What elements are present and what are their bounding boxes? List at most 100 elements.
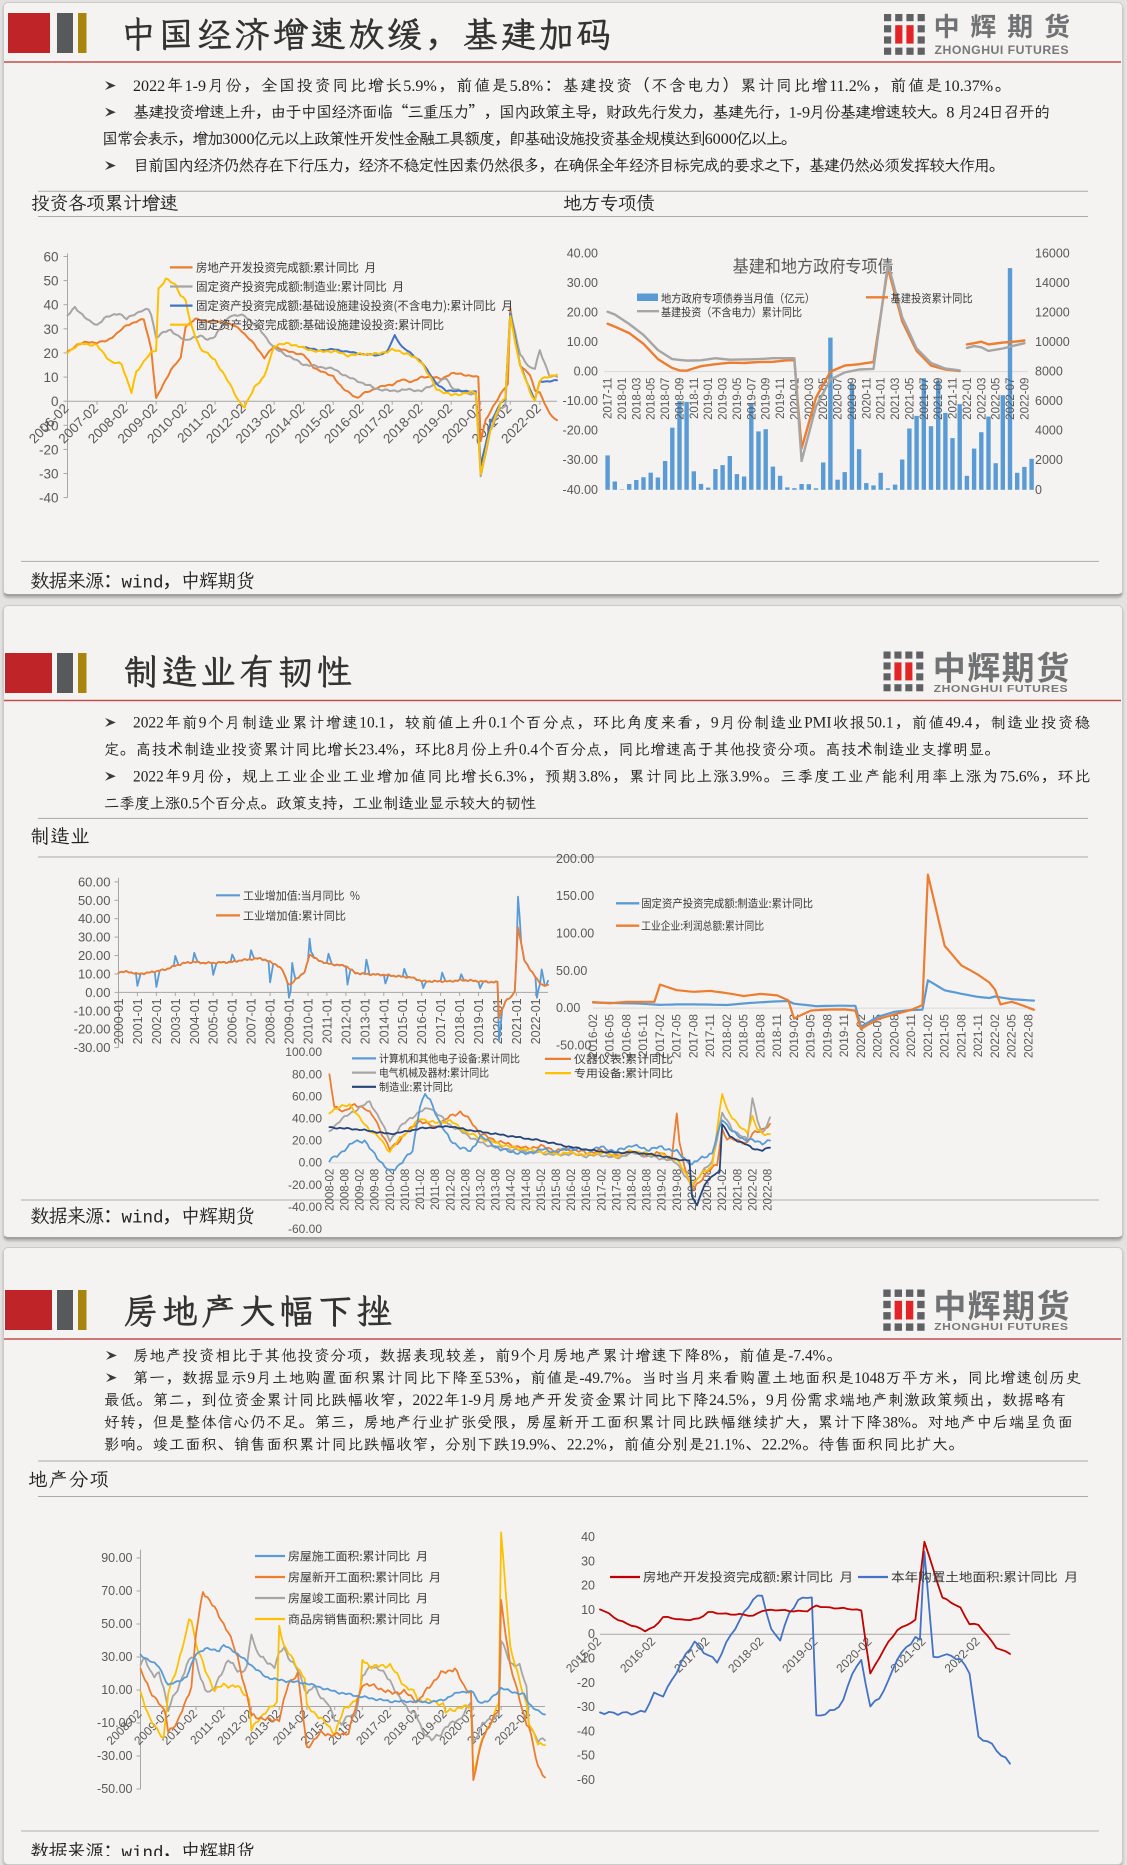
svg-text:75.6%: 75.6% bbox=[1000, 769, 1040, 786]
svg-text:22.2%: 22.2% bbox=[567, 1437, 607, 1454]
svg-text:6000: 6000 bbox=[705, 131, 737, 148]
svg-text:2003-01: 2003-01 bbox=[169, 998, 183, 1044]
svg-text:2012-08: 2012-08 bbox=[460, 1169, 472, 1211]
svg-text:2020-08: 2020-08 bbox=[887, 1014, 901, 1058]
svg-text:-40: -40 bbox=[577, 1724, 595, 1738]
svg-text:2008-01: 2008-01 bbox=[264, 998, 278, 1044]
svg-text:9: 9 bbox=[247, 1370, 255, 1387]
svg-text:wind: wind bbox=[122, 573, 164, 593]
svg-text:4000: 4000 bbox=[1035, 424, 1063, 438]
svg-text:20: 20 bbox=[43, 346, 58, 361]
svg-text:16000: 16000 bbox=[1035, 246, 1070, 260]
svg-text:10.37%: 10.37% bbox=[944, 78, 994, 95]
svg-text:6.3%: 6.3% bbox=[495, 769, 527, 786]
svg-text:-40.00: -40.00 bbox=[563, 483, 598, 497]
svg-text:30.00: 30.00 bbox=[78, 930, 111, 945]
svg-text:2012-02: 2012-02 bbox=[445, 1169, 457, 1211]
svg-text:2016-08: 2016-08 bbox=[581, 1169, 593, 1211]
svg-text:2000: 2000 bbox=[1035, 453, 1063, 467]
svg-text:-30.00: -30.00 bbox=[74, 1040, 111, 1055]
svg-text:2020-11: 2020-11 bbox=[861, 378, 873, 419]
svg-text:-10.00: -10.00 bbox=[563, 394, 598, 408]
svg-text:2021-11: 2021-11 bbox=[948, 378, 960, 419]
svg-text:20.00: 20.00 bbox=[292, 1134, 322, 1148]
svg-text:2017-01: 2017-01 bbox=[434, 998, 448, 1044]
svg-text:-20.00: -20.00 bbox=[563, 424, 598, 438]
svg-text:2022-02: 2022-02 bbox=[988, 1014, 1002, 1058]
svg-text:2022-03: 2022-03 bbox=[976, 378, 988, 420]
svg-text:2011-02: 2011-02 bbox=[415, 1169, 427, 1210]
svg-text:2018-05: 2018-05 bbox=[737, 1014, 751, 1058]
svg-text:2007-01: 2007-01 bbox=[245, 998, 259, 1044]
svg-text:ZHONGHUI FUTURES: ZHONGHUI FUTURES bbox=[934, 1322, 1068, 1333]
svg-text:1048: 1048 bbox=[854, 1370, 885, 1387]
svg-text:2022-08: 2022-08 bbox=[763, 1169, 775, 1211]
svg-text:40.00: 40.00 bbox=[567, 246, 598, 260]
svg-text:2016-05: 2016-05 bbox=[603, 1014, 617, 1058]
svg-text:2008-02: 2008-02 bbox=[324, 1169, 336, 1211]
svg-text:2022-05: 2022-05 bbox=[991, 378, 1003, 420]
svg-text:40.00: 40.00 bbox=[292, 1112, 322, 1126]
svg-text:50.00: 50.00 bbox=[101, 1617, 132, 1631]
svg-text:2022-02: 2022-02 bbox=[747, 1169, 759, 1211]
svg-text:2019-11: 2019-11 bbox=[837, 1014, 851, 1057]
svg-text:8%: 8% bbox=[701, 1348, 722, 1365]
svg-text:2022-08: 2022-08 bbox=[1021, 1014, 1035, 1058]
svg-text:2021-05: 2021-05 bbox=[904, 378, 916, 420]
svg-text:2019-02: 2019-02 bbox=[657, 1169, 669, 1211]
svg-text:38%: 38% bbox=[883, 1414, 911, 1431]
svg-text:2014-02: 2014-02 bbox=[506, 1169, 518, 1211]
svg-text:2021-08: 2021-08 bbox=[732, 1169, 744, 1211]
svg-text:2020-02: 2020-02 bbox=[854, 1014, 868, 1058]
svg-text:60.00: 60.00 bbox=[78, 874, 111, 889]
svg-text:-60.00: -60.00 bbox=[288, 1222, 322, 1236]
svg-text:2022: 2022 bbox=[133, 78, 165, 95]
svg-text:2019-01: 2019-01 bbox=[472, 998, 486, 1044]
svg-text:-30.00: -30.00 bbox=[97, 1749, 132, 1763]
svg-text:2015-02: 2015-02 bbox=[563, 1634, 604, 1675]
svg-text:2010-02: 2010-02 bbox=[385, 1169, 397, 1211]
svg-text:2013-02: 2013-02 bbox=[476, 1169, 488, 1211]
svg-text:0.00: 0.00 bbox=[556, 1001, 580, 1015]
svg-text:60.00: 60.00 bbox=[292, 1089, 322, 1103]
svg-text:2019-05: 2019-05 bbox=[732, 378, 744, 420]
svg-text:2019-05: 2019-05 bbox=[804, 1014, 818, 1058]
svg-text:9: 9 bbox=[511, 1348, 519, 1365]
svg-text:2021-05: 2021-05 bbox=[938, 1014, 952, 1058]
svg-text:2018-07: 2018-07 bbox=[660, 378, 672, 420]
svg-text:0.1: 0.1 bbox=[489, 715, 508, 732]
svg-text:30: 30 bbox=[581, 1554, 595, 1568]
svg-text:90.00: 90.00 bbox=[101, 1551, 132, 1565]
svg-text:14000: 14000 bbox=[1035, 276, 1070, 290]
svg-text:2019-11: 2019-11 bbox=[775, 378, 787, 419]
svg-text:-7.4%: -7.4% bbox=[788, 1348, 825, 1365]
svg-text:2010-01: 2010-01 bbox=[302, 998, 316, 1044]
svg-text:2019-08: 2019-08 bbox=[672, 1169, 684, 1211]
svg-text:2020-09: 2020-09 bbox=[847, 378, 859, 420]
svg-text:-30: -30 bbox=[39, 467, 59, 482]
svg-text:12000: 12000 bbox=[1035, 305, 1070, 319]
svg-text:53%: 53% bbox=[485, 1370, 513, 1387]
svg-text:0.5: 0.5 bbox=[180, 795, 200, 812]
svg-text:2018-08: 2018-08 bbox=[754, 1014, 768, 1058]
svg-text:2018-03: 2018-03 bbox=[631, 378, 643, 420]
svg-text:-60: -60 bbox=[577, 1773, 595, 1787]
svg-text:2016-11: 2016-11 bbox=[636, 1014, 650, 1057]
svg-text:1-9: 1-9 bbox=[185, 78, 206, 95]
svg-text:-49.7%: -49.7% bbox=[579, 1370, 624, 1387]
svg-text:2021-11: 2021-11 bbox=[971, 1014, 985, 1057]
svg-text:22.2%: 22.2% bbox=[762, 1437, 802, 1454]
svg-text:2021-09: 2021-09 bbox=[933, 378, 945, 420]
svg-text:2016-02: 2016-02 bbox=[586, 1014, 600, 1058]
svg-text:80.00: 80.00 bbox=[292, 1067, 322, 1081]
svg-text:2019-07: 2019-07 bbox=[746, 378, 758, 420]
svg-text:9: 9 bbox=[766, 1392, 774, 1409]
svg-text:3.9%: 3.9% bbox=[730, 769, 762, 786]
svg-text:2006-01: 2006-01 bbox=[226, 998, 240, 1044]
svg-text:-40: -40 bbox=[39, 491, 59, 506]
svg-text:2022: 2022 bbox=[133, 769, 164, 786]
svg-text:10.00: 10.00 bbox=[567, 335, 598, 349]
svg-text:5.8%: 5.8% bbox=[510, 78, 544, 95]
svg-text:2022-05: 2022-05 bbox=[1005, 1014, 1019, 1058]
svg-text:2021-08: 2021-08 bbox=[954, 1014, 968, 1058]
